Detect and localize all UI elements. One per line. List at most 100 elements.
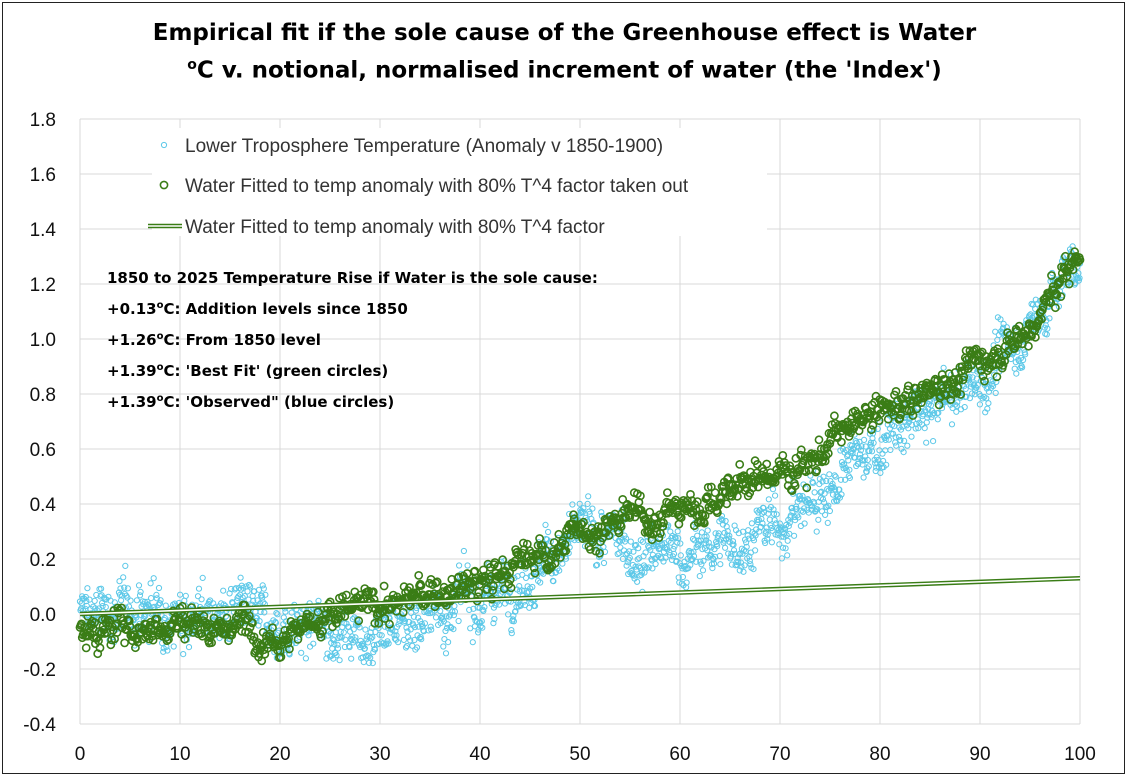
data-point <box>336 611 346 621</box>
data-point <box>122 562 129 570</box>
data-point <box>930 438 937 445</box>
data-point <box>569 510 578 520</box>
data-point <box>694 532 701 539</box>
data-point <box>561 546 571 556</box>
data-point <box>642 549 649 556</box>
data-point <box>832 486 839 493</box>
data-point <box>654 533 664 542</box>
data-point <box>770 506 777 513</box>
data-point <box>722 499 732 509</box>
data-point <box>948 421 956 428</box>
data-point <box>974 381 981 389</box>
data-point <box>207 638 216 648</box>
data-point <box>152 614 162 624</box>
data-point <box>370 618 380 628</box>
data-point <box>825 502 832 509</box>
data-point <box>348 655 355 662</box>
data-point <box>162 602 169 609</box>
data-point <box>83 602 90 610</box>
data-point <box>488 586 497 595</box>
data-point <box>369 660 376 667</box>
data-point <box>616 550 623 557</box>
annotation-value: +1.39 <box>107 393 157 411</box>
data-point <box>740 568 747 575</box>
data-point <box>895 413 905 423</box>
degree-sup: o <box>187 57 197 73</box>
series-fit-line <box>79 576 1081 617</box>
data-point <box>990 382 997 390</box>
y-tick-label: 1.2 <box>30 275 56 296</box>
data-point <box>812 465 822 475</box>
data-point <box>690 553 698 560</box>
data-point <box>97 593 104 600</box>
data-point <box>634 578 641 585</box>
data-point <box>765 510 772 517</box>
data-point <box>729 538 737 545</box>
data-point <box>1024 341 1033 351</box>
data-point <box>237 574 244 581</box>
data-point <box>860 474 867 481</box>
data-point <box>537 545 547 555</box>
data-point <box>771 517 778 524</box>
data-point <box>490 620 497 627</box>
data-point <box>164 647 171 654</box>
data-point <box>1044 325 1051 332</box>
data-point <box>220 587 227 594</box>
data-point <box>874 460 881 467</box>
data-point <box>261 609 268 616</box>
data-point <box>595 548 604 558</box>
data-point <box>1039 311 1046 318</box>
data-point <box>690 548 697 555</box>
data-point <box>797 522 805 530</box>
data-point <box>378 632 385 639</box>
data-point <box>428 626 435 633</box>
data-point <box>508 630 515 637</box>
degree-sup: o <box>156 393 164 404</box>
legend-label: Water Fitted to temp anomaly with 80% T^… <box>185 217 605 238</box>
data-point <box>510 618 518 625</box>
data-point <box>748 520 756 527</box>
data-point <box>867 425 876 435</box>
data-point <box>1064 279 1074 289</box>
data-point <box>1000 324 1007 331</box>
x-tick-label: 70 <box>769 744 790 765</box>
data-point <box>785 461 795 471</box>
data-point <box>764 535 771 542</box>
data-point <box>675 535 682 542</box>
data-point <box>760 509 768 516</box>
data-point <box>262 591 269 598</box>
x-tick-label: 90 <box>969 744 990 765</box>
data-point <box>836 486 843 493</box>
data-point <box>116 578 123 585</box>
data-point <box>908 411 918 420</box>
data-point <box>455 617 462 625</box>
data-point <box>770 510 778 518</box>
data-point <box>385 640 392 647</box>
data-point <box>776 541 783 548</box>
data-point <box>579 508 587 515</box>
data-point <box>391 635 398 642</box>
legend-label: Lower Troposphere Temperature (Anomaly v… <box>185 136 663 157</box>
data-point <box>416 635 423 642</box>
data-point <box>529 563 539 573</box>
data-point <box>125 622 135 631</box>
data-point <box>413 644 421 651</box>
data-point <box>738 563 745 570</box>
data-point <box>470 605 477 612</box>
data-point <box>744 532 751 539</box>
data-point <box>773 511 780 518</box>
data-point <box>901 437 908 444</box>
data-point <box>662 554 669 561</box>
data-point <box>340 629 347 636</box>
data-point <box>496 601 503 608</box>
data-point <box>710 560 718 567</box>
data-point <box>481 604 488 611</box>
data-point <box>837 476 845 483</box>
data-point <box>895 433 903 440</box>
data-point <box>705 539 712 546</box>
legend-marker-fitted <box>159 180 169 190</box>
data-point <box>411 636 418 644</box>
data-point <box>992 372 1002 382</box>
x-tick-label: 100 <box>1064 744 1096 765</box>
